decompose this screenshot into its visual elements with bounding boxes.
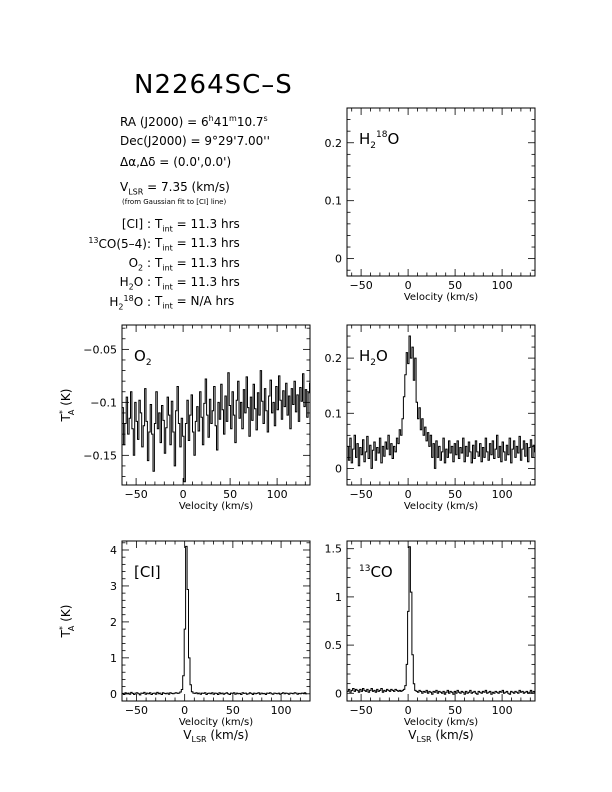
dec-label: Dec(J2000) = (120, 134, 201, 148)
x-tick-label: 50 (223, 488, 237, 501)
vlsr-note: (from Gaussian fit to [CI] line) (122, 198, 227, 206)
x-tick-label: 100 (271, 704, 292, 717)
y-axis-label: T*A (K) (58, 605, 76, 639)
integration-time: Tint = 11.3 hrs (155, 256, 240, 273)
dec-value: 9°29'7.00'' (204, 134, 270, 148)
x-tick-label: 50 (448, 704, 462, 717)
y-tick-label: 1 (335, 591, 342, 604)
x-tick-label: 50 (448, 279, 462, 292)
x-tick-label: 0 (180, 488, 187, 501)
integration-time: Tint = 11.3 hrs (155, 236, 240, 253)
spectrum-panel-h2o: −50 0 50 100 0 0.1 0.2 Velocity (km/s) H2O (325, 324, 536, 512)
ra-line: RA (J2000) = 6h41m10.7s (120, 114, 268, 129)
y-tick-label: 0 (335, 687, 342, 700)
y-tick-label: −0.1 (90, 396, 117, 409)
x-axis-label: Velocity (km/s) (404, 292, 478, 303)
integration-line-name: O2 : (128, 256, 151, 273)
spectrum-line (347, 546, 535, 695)
integration-line-name: [CI] : (121, 217, 151, 231)
y-tick-label: 0 (110, 688, 117, 701)
integration-time: Tint = 11.3 hrs (155, 217, 240, 234)
spectrum-line (347, 335, 535, 469)
x-tick-label: 0 (405, 488, 412, 501)
vlsr-label: V (120, 180, 129, 194)
integration-row: O2 : (129, 256, 151, 272)
spectrum-panel-h218o: −50 0 50 100 0 0.1 0.2 Velocity (km/s) H218O (325, 107, 536, 303)
x-tick-label: 50 (448, 488, 462, 501)
x-tick-label: 0 (405, 279, 412, 292)
ra-minutes: 41 (213, 115, 230, 129)
x-tick-label: −50 (349, 488, 372, 501)
plot-frame (346, 324, 536, 486)
x-tick-label: 100 (492, 704, 513, 717)
vlsr-value: = 7.35 (km/s) (147, 180, 230, 194)
y-tick-label: 0.1 (325, 407, 343, 420)
species-label: 13CO (359, 563, 393, 581)
integration-line-name: H218O : (109, 294, 151, 312)
species-label: H2O (359, 347, 388, 368)
x-axis-label: Velocity (km/s) (179, 717, 253, 728)
species-label: H218O (359, 130, 399, 151)
y-tick-label: 2 (110, 616, 117, 629)
vlsr-label-sub: LSR (128, 187, 144, 197)
ra-hours: 6 (201, 115, 209, 129)
integration-row: [CI] : (122, 217, 151, 231)
y-tick-label: 0.2 (325, 137, 343, 150)
y-tick-label: 4 (110, 544, 117, 557)
x-axis-label: Velocity (km/s) (404, 501, 478, 512)
y-tick-label: 0.5 (325, 639, 343, 652)
offset-value: (0.0',0.0') (173, 155, 232, 169)
x-tick-label: −50 (125, 704, 148, 717)
dec-line: Dec(J2000) = 9°29'7.00'' (120, 134, 270, 148)
integration-line-name: H2O : (119, 275, 151, 292)
offset-line: Δα,Δδ = (0.0',0.0') (120, 155, 231, 169)
x-tick-label: 100 (492, 488, 513, 501)
x-tick-label: 100 (492, 279, 513, 292)
x-tick-label: −50 (349, 704, 372, 717)
y-axis-label: T*A (K) (58, 389, 76, 423)
offset-label: Δα,Δδ = (120, 155, 170, 169)
y-tick-label: 0.2 (325, 352, 343, 365)
y-tick-label: 0 (335, 462, 342, 475)
x-axis-label: Velocity (km/s) (179, 501, 253, 512)
y-tick-label: −0.05 (83, 343, 117, 356)
spectrum-panel-ci: −50 0 50 100 0 1 2 3 4 Velocity (km/s)VLSR (km/s)… (58, 540, 311, 744)
y-tick-label: 0 (335, 253, 342, 266)
spectrum-line (122, 370, 310, 483)
plot-frame (121, 324, 311, 486)
x-tick-label: 0 (181, 704, 188, 717)
integration-time: Tint = N/A hrs (155, 294, 235, 311)
y-tick-label: 1 (110, 652, 117, 665)
species-label: [CI] (134, 563, 161, 581)
integration-line-name: 13CO(5–4): (88, 236, 151, 251)
ra-seconds: 10.7 (236, 115, 264, 129)
ra-label: RA (J2000) = (120, 115, 198, 129)
x-tick-label: −50 (124, 488, 147, 501)
y-tick-label: −0.15 (83, 449, 117, 462)
vlsr-axis-label: VLSR (km/s) (408, 728, 473, 744)
integration-time: Tint = 11.3 hrs (155, 275, 240, 292)
integration-row: H2O : (120, 275, 151, 291)
x-tick-label: 0 (405, 704, 412, 717)
integration-row: 13CO(5–4): (88, 236, 151, 251)
x-tick-label: 100 (267, 488, 288, 501)
vlsr-axis-label: VLSR (km/s) (183, 728, 248, 744)
x-tick-label: −50 (349, 279, 372, 292)
integration-row: H218O : (109, 294, 151, 311)
y-tick-label: 0.1 (325, 195, 343, 208)
plot-frame (346, 107, 536, 277)
y-tick-label: 3 (110, 580, 117, 593)
plot-frame (346, 540, 536, 702)
x-tick-label: 50 (226, 704, 240, 717)
vlsr-line: VLSR = 7.35 (km/s) (120, 180, 230, 196)
page-title: N2264SC–S (134, 70, 293, 100)
spectrum-panel-13co: −50 0 50 100 0 0.5 1 1.5 Velocity (km/s)VLSR (km… (325, 540, 536, 744)
x-axis-label: Velocity (km/s) (404, 717, 478, 728)
spectrum-line (122, 545, 308, 696)
y-tick-label: 1.5 (325, 543, 343, 556)
plot-frame (121, 540, 311, 702)
spectrum-panel-o2: −50 0 50 100 −0.15 −0.1 −0.05 Velocity (km/s) T*… (58, 324, 311, 512)
species-label: O2 (134, 347, 152, 368)
